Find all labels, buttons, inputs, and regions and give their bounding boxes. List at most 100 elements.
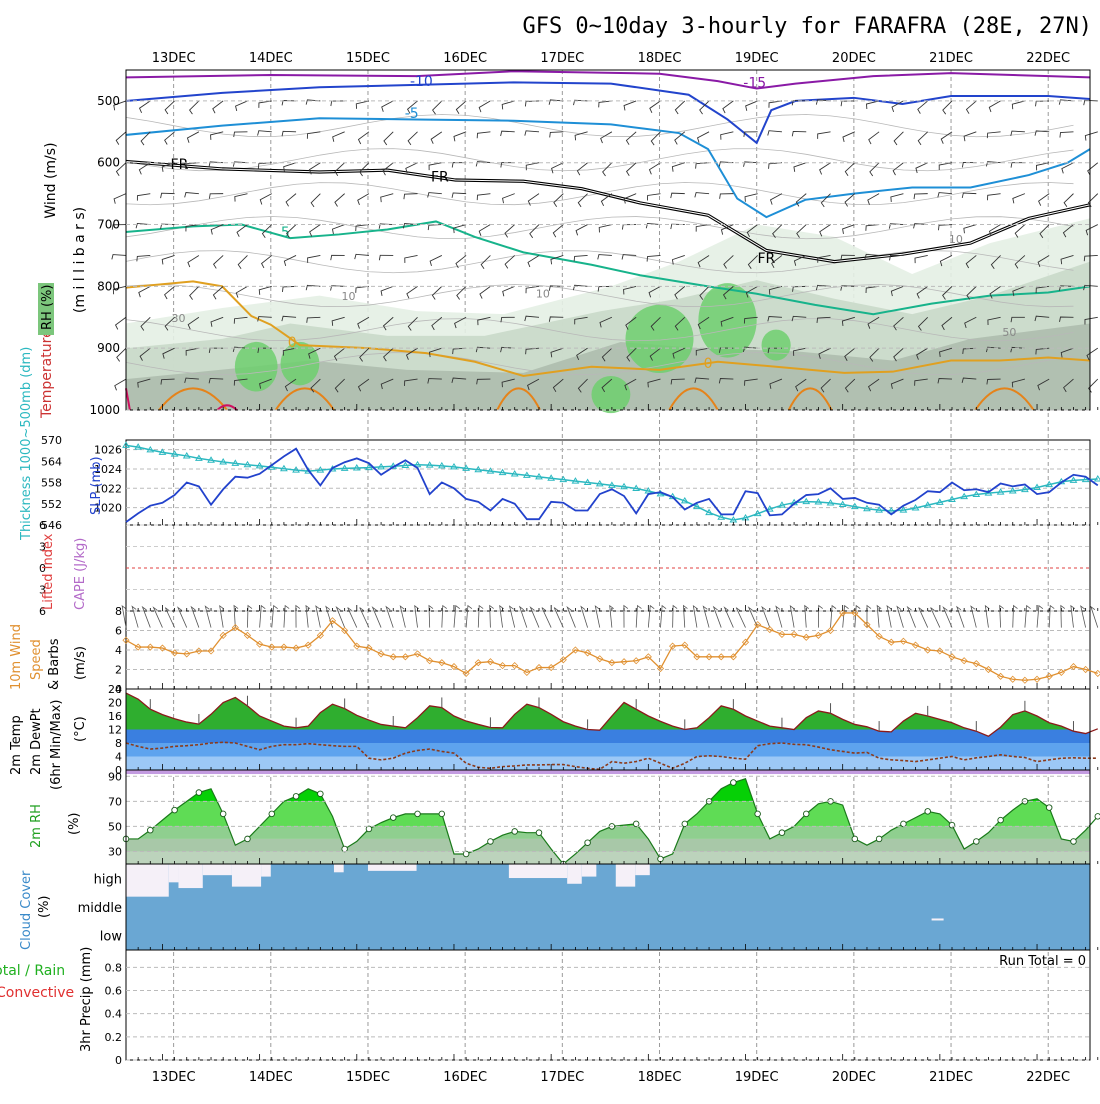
upper-wind-barb [720, 316, 734, 327]
isotherm-label: FR [171, 157, 189, 173]
thickness-marker [316, 466, 325, 473]
thickness-marker [1033, 483, 1041, 490]
upper-wind-barb [942, 100, 953, 115]
rh-marker [414, 810, 421, 818]
cloud-clear-segment [508, 864, 568, 879]
wind-tick-label: 2 [115, 664, 122, 677]
upper-wind-barb [380, 285, 394, 296]
wind-barb [1090, 605, 1099, 628]
upper-wind-barb [1086, 347, 1099, 361]
rh-marker [730, 779, 737, 786]
upper-wind-barb [962, 347, 977, 354]
thickness-marker [292, 466, 300, 473]
temp-tick-label: 0 [115, 764, 122, 777]
cloud-cover-area [126, 864, 1090, 950]
upper-wind-barb [1034, 315, 1050, 322]
wind-barb [761, 605, 771, 628]
isotherm-label: -10 [410, 74, 433, 90]
wind-speed-marker [268, 643, 276, 651]
upper-wind-barb [893, 347, 904, 362]
precip-tick-label: 0 [115, 1054, 122, 1067]
thickness-marker [875, 506, 884, 513]
upper-wind-barb [333, 347, 345, 361]
upper-wind-barb [574, 131, 588, 141]
wind-speed-marker [328, 617, 337, 625]
day-label-bottom: 22DEC [1026, 1070, 1070, 1085]
upper-wind-barb [795, 378, 807, 392]
rh-marker [1070, 838, 1077, 845]
upper-wind-barb [428, 162, 442, 171]
wind-barb [984, 604, 990, 628]
wind-barb [1060, 604, 1066, 628]
wind-barb [453, 604, 461, 628]
rh-marker [268, 810, 276, 818]
thickness-marker [632, 484, 641, 492]
isotherm-warm [787, 387, 833, 411]
upper-wind-barb [674, 131, 686, 145]
isotherm-0 [125, 280, 1091, 378]
thickness-marker [535, 472, 543, 480]
wind-speed-marker [960, 657, 968, 665]
upper-wind-barb [768, 100, 783, 108]
upper-wind-barb [378, 254, 394, 261]
thickness-marker [911, 504, 920, 511]
upper-wind-barb [115, 162, 127, 176]
upper-wind-barb [164, 100, 175, 115]
precip-tick-label: 0.6 [105, 985, 123, 998]
wind-barb [682, 604, 688, 628]
thickness-marker [1093, 474, 1100, 482]
wind-speed-marker [936, 647, 944, 655]
upper-wind-barb [162, 347, 175, 359]
upper-wind-barb [961, 162, 977, 168]
wind-barb [204, 605, 212, 628]
upper-wind-barb [769, 378, 783, 389]
wind-barb [866, 604, 872, 628]
day-label-top: 18DEC [638, 51, 682, 66]
cape-ylabel: CAPE (J/kg) [73, 538, 88, 610]
upper-wind-barb [115, 131, 127, 145]
upper-wind-barb [916, 347, 928, 360]
upper-wind-barb [626, 347, 637, 362]
thickness-marker [401, 461, 410, 468]
upper-wind-barb [258, 100, 272, 108]
upper-wind-barb [938, 224, 953, 231]
temp-tick-label: 4 [115, 751, 122, 764]
upper-wind-barb [573, 255, 588, 262]
wind-barb [477, 604, 484, 628]
day-label-top: 14DEC [249, 51, 293, 66]
thickness-marker [960, 492, 969, 500]
wind-speed-marker [292, 644, 300, 652]
wind-barb [906, 605, 916, 628]
upper-wind-barb [747, 255, 758, 269]
wind-barb [508, 605, 516, 628]
upper-wind-barb [695, 224, 710, 232]
wind-speed-marker [341, 626, 349, 635]
upper-wind-barb [694, 377, 710, 383]
upper-wind-barb [963, 224, 977, 234]
rh-high-area [761, 329, 791, 361]
wind-speed-marker [584, 649, 592, 657]
wind-barb [747, 606, 759, 628]
wind-speed-marker [887, 638, 895, 646]
upper-wind-barb [136, 193, 151, 201]
thickness-marker [717, 513, 726, 520]
wind-speed-marker [839, 609, 847, 617]
rh-tick-label: 30 [108, 845, 122, 858]
thickness-marker [1008, 487, 1017, 494]
upper-wind-barb [382, 316, 394, 331]
upper-wind-barb [1037, 255, 1050, 268]
upper-wind-barb [1084, 316, 1098, 325]
precip-tick-label: 0.8 [105, 961, 123, 974]
upper-wind-barb [357, 316, 370, 329]
day-label-bottom: 17DEC [540, 1070, 584, 1085]
cloud-clear-segment [581, 864, 597, 877]
upper-wind-barb [818, 347, 831, 359]
upper-wind-barb [307, 255, 321, 263]
upper-ylabel-millibars: (m i l l i b a r s) [72, 207, 88, 313]
upper-wind-barb [914, 255, 928, 264]
wind-speed-marker [535, 663, 543, 672]
wind-speed-marker [195, 647, 203, 655]
upper-wind-barb [696, 131, 710, 143]
thickness-marker [826, 499, 835, 506]
thickness-marker [935, 498, 944, 505]
